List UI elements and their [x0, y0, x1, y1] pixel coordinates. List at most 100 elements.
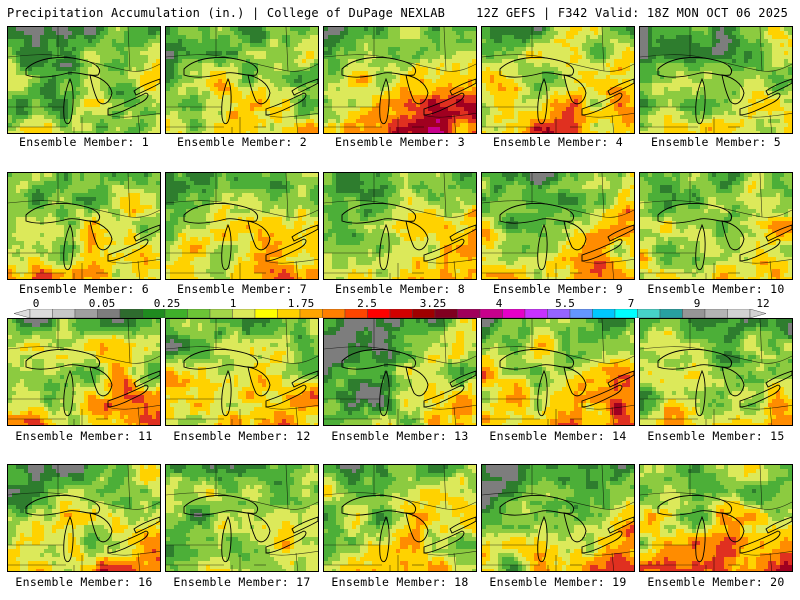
precip-map: [166, 319, 318, 425]
colorbar-swatch: [322, 309, 346, 318]
colorbar-swatch: [659, 309, 683, 318]
colorbar-swatch: [97, 309, 121, 318]
ensemble-member-label: Ensemble Member: 9: [479, 282, 637, 296]
colorbar-swatch: [209, 309, 233, 318]
colorbar-swatch: [232, 309, 256, 318]
precip-map: [324, 319, 476, 425]
ensemble-panel: [639, 318, 793, 426]
colorbar-swatch: [457, 309, 481, 318]
colorbar-swatch: [614, 309, 638, 318]
ensemble-panel: [639, 26, 793, 134]
colorbar-swatch: [434, 309, 458, 318]
colorbar-swatch: [592, 309, 616, 318]
precip-map: [166, 27, 318, 133]
colorbar-swatch: [637, 309, 661, 318]
colorbar-swatch: [344, 309, 368, 318]
colorbar-swatch: [299, 309, 323, 318]
ensemble-member-label: Ensemble Member: 17: [163, 575, 321, 589]
colorbar-swatch: [547, 309, 571, 318]
precip-map: [324, 27, 476, 133]
ensemble-panel: [639, 464, 793, 572]
precip-map: [640, 173, 792, 279]
ensemble-member-label: Ensemble Member: 14: [479, 429, 637, 443]
precip-map: [482, 173, 634, 279]
header-title: Precipitation Accumulation (in.) | Colle…: [7, 6, 445, 20]
colorbar-tick-label: 3.25: [420, 297, 447, 310]
ensemble-member-label: Ensemble Member: 15: [637, 429, 795, 443]
colorbar-swatch: [502, 309, 526, 318]
ensemble-member-label: Ensemble Member: 16: [5, 575, 163, 589]
precip-map: [640, 465, 792, 571]
precip-map: [324, 465, 476, 571]
colorbar-swatch: [187, 309, 211, 318]
ensemble-member-label: Ensemble Member: 2: [163, 135, 321, 149]
ensemble-member-label: Ensemble Member: 20: [637, 575, 795, 589]
ensemble-member-label: Ensemble Member: 3: [321, 135, 479, 149]
colorbar-tick-label: 4: [496, 297, 503, 310]
ensemble-member-label: Ensemble Member: 10: [637, 282, 795, 296]
ensemble-member-label: Ensemble Member: 5: [637, 135, 795, 149]
colorbar-swatch: [367, 309, 391, 318]
colorbar-swatch: [412, 309, 436, 318]
precip-map: [324, 173, 476, 279]
ensemble-panel: [481, 318, 635, 426]
colorbar-swatch: [254, 309, 278, 318]
ensemble-panel: [7, 172, 161, 280]
precip-map: [8, 173, 160, 279]
colorbar-swatch: [704, 309, 728, 318]
colorbar-swatch: [569, 309, 593, 318]
ensemble-panel: [165, 172, 319, 280]
colorbar-swatch: [119, 309, 143, 318]
colorbar-swatch: [277, 309, 301, 318]
ensemble-member-label: Ensemble Member: 13: [321, 429, 479, 443]
ensemble-panel: [323, 318, 477, 426]
colorbar-swatch: [52, 309, 76, 318]
ensemble-panel: [323, 464, 477, 572]
colorbar-tick-label: 2.5: [357, 297, 377, 310]
ensemble-panel: [165, 464, 319, 572]
ensemble-member-label: Ensemble Member: 12: [163, 429, 321, 443]
ensemble-member-label: Ensemble Member: 4: [479, 135, 637, 149]
colorbar-tick-label: 9: [694, 297, 701, 310]
colorbar-swatch: [164, 309, 188, 318]
colorbar-swatch: [389, 309, 413, 318]
precip-map: [8, 27, 160, 133]
colorbar-min-arrow: [14, 309, 31, 318]
colorbar: [14, 309, 767, 318]
ensemble-panel: [481, 26, 635, 134]
ensemble-member-label: Ensemble Member: 8: [321, 282, 479, 296]
colorbar-tick-label: 1: [230, 297, 237, 310]
precip-map: [166, 465, 318, 571]
ensemble-member-label: Ensemble Member: 6: [5, 282, 163, 296]
precip-map: [640, 27, 792, 133]
precip-map: [8, 319, 160, 425]
colorbar-max-arrow: [749, 309, 767, 318]
ensemble-panel: [7, 464, 161, 572]
colorbar-swatch: [682, 309, 706, 318]
ensemble-member-label: Ensemble Member: 19: [479, 575, 637, 589]
colorbar-tick-label: 12: [756, 297, 769, 310]
colorbar-tick-label: 0: [33, 297, 40, 310]
precip-map: [482, 465, 634, 571]
colorbar-tick-label: 1.75: [288, 297, 315, 310]
precip-map: [640, 319, 792, 425]
ensemble-member-label: Ensemble Member: 18: [321, 575, 479, 589]
ensemble-member-label: Ensemble Member: 7: [163, 282, 321, 296]
ensemble-panel: [7, 26, 161, 134]
ensemble-member-label: Ensemble Member: 1: [5, 135, 163, 149]
colorbar-swatch: [29, 309, 53, 318]
ensemble-panel: [165, 318, 319, 426]
ensemble-panel: [639, 172, 793, 280]
header-valid-time: 12Z GEFS | F342 Valid: 18Z MON OCT 06 20…: [476, 6, 788, 20]
colorbar-swatch: [142, 309, 166, 318]
colorbar-tick-label: 0.05: [89, 297, 116, 310]
precip-map: [482, 27, 634, 133]
ensemble-panel: [165, 26, 319, 134]
colorbar-labels: 0 0.05 0.25 1 1.75 2.5 3.25 4 5.5 7 9 12: [0, 297, 800, 310]
colorbar-swatch: [479, 309, 503, 318]
ensemble-member-label: Ensemble Member: 11: [5, 429, 163, 443]
ensemble-panel: [323, 26, 477, 134]
precip-map: [8, 465, 160, 571]
colorbar-tick-label: 0.25: [154, 297, 181, 310]
colorbar-swatch: [74, 309, 98, 318]
